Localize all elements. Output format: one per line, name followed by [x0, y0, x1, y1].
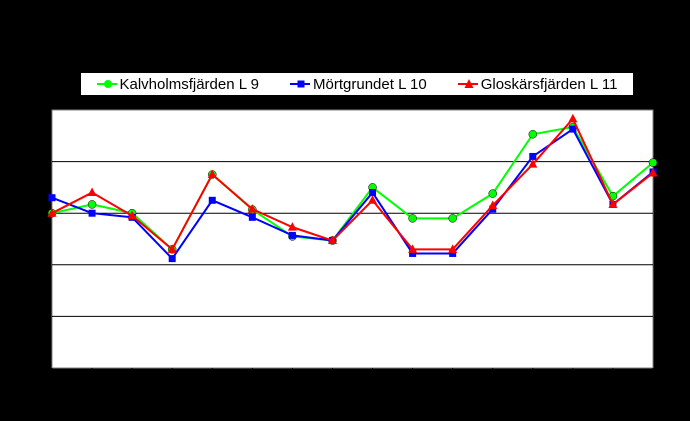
data-point	[409, 249, 417, 257]
data-point	[288, 231, 296, 239]
data-point	[207, 169, 217, 178]
data-point	[87, 187, 97, 197]
legend-label: Kalvholmsfjärden L 9	[119, 75, 260, 93]
data-point	[47, 208, 57, 217]
data-point	[167, 244, 177, 253]
data-point	[368, 195, 378, 204]
data-point	[449, 249, 457, 257]
legend-label: Mörtgrundet L 10	[313, 75, 427, 93]
legend-swatch	[96, 80, 117, 88]
data-point	[648, 167, 658, 177]
data-point	[569, 125, 577, 133]
data-point	[248, 213, 256, 221]
data-point	[488, 200, 498, 209]
data-point	[528, 130, 538, 139]
data-point	[88, 209, 96, 217]
legend-swatch	[290, 80, 311, 88]
series-line-3	[51, 116, 654, 251]
data-point	[87, 200, 97, 209]
data-point	[48, 194, 56, 202]
legend-label: Gloskärsfjärden L 11	[480, 75, 618, 93]
data-point	[168, 255, 176, 263]
chart-legend: Kalvholmsfjärden L 9 Mörtgrundet L 10 Glos…	[80, 72, 634, 96]
data-point	[608, 199, 618, 208]
data-point	[408, 214, 417, 223]
data-point	[489, 205, 497, 213]
data-point	[648, 158, 658, 167]
data-point	[247, 204, 257, 213]
data-point	[287, 222, 297, 231]
data-point	[568, 113, 578, 123]
data-point	[208, 196, 216, 204]
data-point	[528, 159, 538, 168]
legend-item: Gloskärsfjärden L 11	[457, 75, 618, 93]
gridlines	[51, 109, 654, 373]
plot-area	[51, 109, 654, 369]
data-point	[408, 244, 418, 253]
legend-item: Mörtgrundet L 10	[290, 76, 427, 93]
data-point	[127, 210, 137, 220]
series-layer	[47, 113, 658, 263]
data-point	[488, 189, 497, 198]
data-point	[369, 189, 377, 197]
data-point	[448, 244, 458, 253]
data-point	[327, 235, 337, 245]
data-point	[529, 152, 537, 160]
data-point	[448, 214, 457, 223]
legend-swatch	[457, 79, 478, 88]
legend-item: Kalvholmsfjärden L 9	[96, 75, 260, 93]
